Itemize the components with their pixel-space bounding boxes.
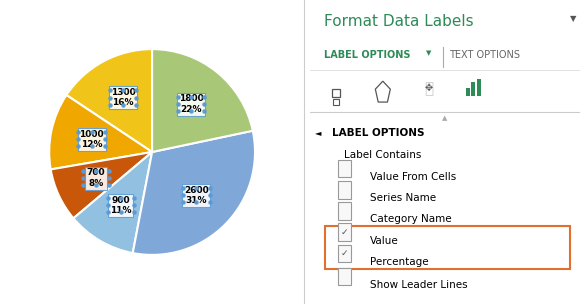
Text: ▲: ▲ <box>442 115 448 121</box>
Text: Show Leader Lines: Show Leader Lines <box>370 280 468 290</box>
Bar <box>477 79 481 96</box>
Text: ◄: ◄ <box>315 128 322 137</box>
Text: Series Name: Series Name <box>370 193 436 203</box>
Text: 900
11%: 900 11% <box>110 195 132 215</box>
Text: Format Data Labels: Format Data Labels <box>324 14 473 29</box>
Wedge shape <box>74 152 152 253</box>
Text: ⬜: ⬜ <box>425 81 433 96</box>
Text: TEXT OPTIONS: TEXT OPTIONS <box>449 50 520 60</box>
Wedge shape <box>49 95 152 169</box>
Bar <box>466 88 470 96</box>
Text: 1000
12%: 1000 12% <box>80 130 104 149</box>
Wedge shape <box>67 49 152 152</box>
Bar <box>338 245 352 262</box>
Bar <box>338 223 352 241</box>
Text: Category Name: Category Name <box>370 214 452 224</box>
Text: Value: Value <box>370 236 399 246</box>
Wedge shape <box>133 131 255 255</box>
Wedge shape <box>152 49 253 152</box>
Text: Percentage: Percentage <box>370 257 429 267</box>
Text: LABEL OPTIONS: LABEL OPTIONS <box>332 128 425 138</box>
Bar <box>338 160 352 177</box>
Bar <box>472 82 476 96</box>
Text: LABEL OPTIONS: LABEL OPTIONS <box>324 50 410 60</box>
Text: ▼: ▼ <box>426 50 432 56</box>
Text: ✥: ✥ <box>425 83 433 93</box>
Wedge shape <box>51 152 152 218</box>
Text: 700
8%: 700 8% <box>87 168 105 188</box>
Bar <box>338 202 352 220</box>
Text: 2600
31%: 2600 31% <box>184 185 208 205</box>
Text: ✓: ✓ <box>341 249 349 258</box>
Text: Value From Cells: Value From Cells <box>370 172 456 182</box>
Text: Label Contains: Label Contains <box>343 150 421 161</box>
Text: 1300
16%: 1300 16% <box>111 88 135 107</box>
Text: ▼: ▼ <box>570 14 577 23</box>
Text: 1800
22%: 1800 22% <box>178 94 204 114</box>
Bar <box>338 268 352 285</box>
Text: ✓: ✓ <box>341 228 349 237</box>
Bar <box>338 181 352 199</box>
